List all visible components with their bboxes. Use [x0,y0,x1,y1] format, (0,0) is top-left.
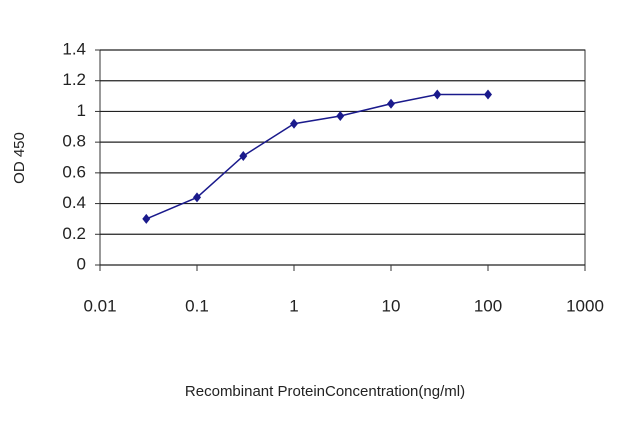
data-line [145,93,488,220]
y-tick-label: 0.2 [62,224,86,243]
data-point [484,89,492,100]
y-tick-label: 1 [77,101,86,120]
data-point [193,192,201,203]
y-tick-label: 1.2 [62,70,86,89]
y-tick-label: 1.4 [62,39,86,58]
x-tick-label: 10 [382,296,401,315]
y-tick-label: 0.8 [62,132,86,151]
x-tick-label: 0.01 [83,296,116,315]
y-tick-label: 0 [77,254,86,273]
x-axis-title: Recombinant ProteinConcentration(ng/ml) [185,383,465,400]
data-point [142,213,151,224]
x-tick-label: 1 [289,296,298,315]
data-point [239,150,248,161]
y-tick-label: 0.4 [62,193,86,212]
x-tick-label: 0.1 [185,296,209,315]
y-axis-title: OD 450 [11,132,28,184]
plot-area [99,49,586,266]
data-point [290,118,298,129]
x-tick-label: 1000 [566,296,604,315]
data-point [433,89,442,100]
data-point [387,98,395,109]
y-tick-label: 0.6 [62,162,86,181]
x-tick-label: 100 [474,296,502,315]
data-point [336,111,345,122]
